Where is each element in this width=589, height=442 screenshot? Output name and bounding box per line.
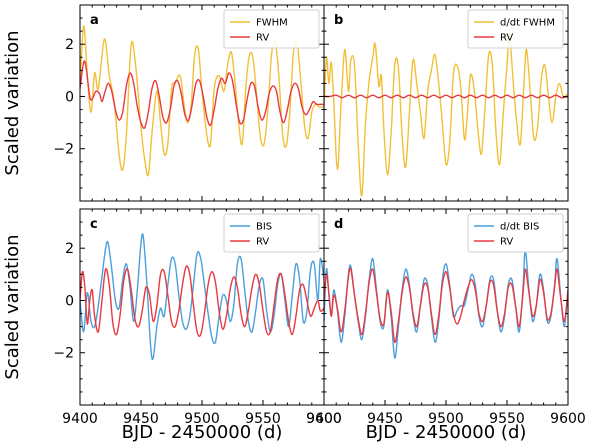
legend-label: RV <box>256 33 269 44</box>
x-tick-label: 9500 <box>184 411 220 427</box>
y-tick-label: 0 <box>65 293 74 309</box>
x-axis-title-left: BJD - 2450000 (d) <box>122 422 283 442</box>
y-axis-title-top: Scaled variation <box>2 30 23 175</box>
series-line-rv <box>324 267 568 343</box>
y-tick-label: 2 <box>65 37 74 53</box>
x-tick-label: 9500 <box>428 411 464 427</box>
legend-label: RV <box>500 33 513 44</box>
panel-label: c <box>90 217 98 232</box>
panel-c: −2 0 2 9400 9450 9500 9550 9600 c BIS RV <box>53 208 342 427</box>
y-axis-title-bottom: Scaled variation <box>2 234 23 379</box>
x-tick-label: 9550 <box>489 411 525 427</box>
panel-d: 9400 9450 9500 9550 9600 d d/dt BIS RV <box>306 208 586 427</box>
legend-label: RV <box>500 237 513 248</box>
legend-box <box>223 213 320 253</box>
panel-b: b d/dt FWHM RV <box>323 4 569 202</box>
y-tick-label: 0 <box>65 89 74 105</box>
x-tick-label: 9450 <box>367 411 403 427</box>
series-line-fwhm <box>80 25 324 177</box>
legend-box <box>223 9 320 49</box>
y-tick-label: −2 <box>53 142 74 158</box>
series-line-rv <box>324 94 568 99</box>
series-line-d-dt-bis <box>324 250 568 359</box>
legend-box <box>467 213 564 253</box>
x-tick-label: 9400 <box>62 411 98 427</box>
x-tick-label: 9450 <box>123 411 159 427</box>
panel-a: −2 0 2 a FWHM RV <box>53 4 325 202</box>
series-line-rv <box>80 265 324 337</box>
series-line-bis <box>80 233 324 361</box>
x-tick-label: 9600 <box>306 411 342 427</box>
y-tick-label: −2 <box>53 346 74 362</box>
series-line-rv <box>80 60 324 129</box>
panel-label: d <box>334 217 343 232</box>
legend: BIS RV <box>223 213 320 253</box>
series-line-d-dt-fwhm <box>324 33 568 197</box>
x-tick-label: 9600 <box>550 411 586 427</box>
legend: d/dt FWHM RV <box>467 9 564 49</box>
y-tick-label: 2 <box>65 241 74 257</box>
x-tick-label: 9550 <box>245 411 281 427</box>
panel-label: a <box>90 13 99 28</box>
legend: FWHM RV <box>223 9 320 49</box>
legend-label: FWHM <box>256 18 288 29</box>
legend-label: RV <box>256 237 269 248</box>
legend-box <box>467 9 564 49</box>
legend: d/dt BIS RV <box>467 213 564 253</box>
x-tick-label: 9400 <box>306 411 342 427</box>
legend-label: d/dt BIS <box>500 222 539 233</box>
legend-label: BIS <box>256 222 272 233</box>
panel-label: b <box>334 13 343 28</box>
x-axis-title-right: BJD - 2450000 (d) <box>366 422 527 442</box>
legend-label: d/dt FWHM <box>500 18 555 29</box>
